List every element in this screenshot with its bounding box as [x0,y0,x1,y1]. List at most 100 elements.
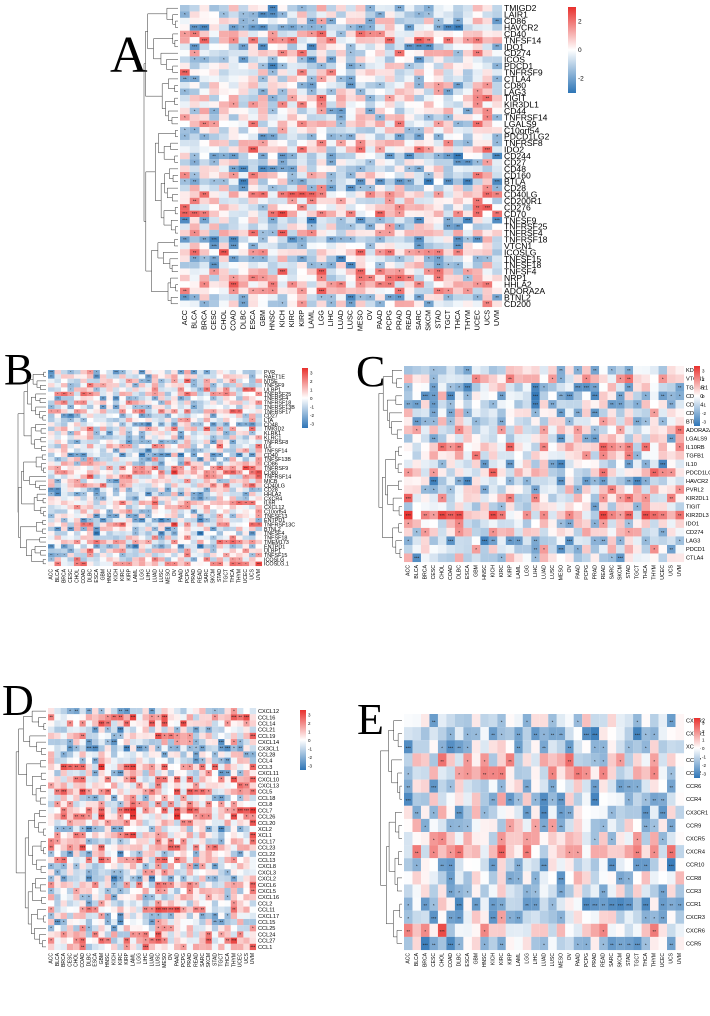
row-label: TMIGD2 [264,427,284,433]
heatmap-cell [190,509,198,514]
heatmap-cell [365,152,376,160]
heatmap-cell [238,204,249,211]
significance-mark: *** [457,513,463,518]
heatmap-cell [236,522,243,527]
heatmap-cell [384,120,395,128]
heatmap-cell [190,487,198,493]
heatmap-cell [565,391,574,401]
significance-mark: ** [238,422,241,426]
heatmap-cell [189,133,200,140]
heatmap-cell [203,500,211,506]
significance-mark: ** [349,134,353,139]
heatmap-cell [112,383,120,388]
significance-mark: ** [378,282,382,287]
heatmap-cell [404,229,415,237]
heatmap-cell [106,561,113,567]
heatmap-cell [258,165,268,173]
dendrogram-branch [163,146,175,160]
heatmap-cell [238,210,249,218]
significance-mark: * [350,51,352,56]
heatmap-cell [412,425,422,435]
heatmap-cell [394,146,405,153]
heatmap-cell [151,491,159,497]
significance-mark: ** [183,288,187,293]
heatmap-cell [492,94,503,102]
heatmap-cell [119,518,126,523]
heatmap-cell [138,544,146,549]
heatmap-cell [171,522,178,527]
heatmap-cell [189,217,200,224]
heatmap-cell [223,396,230,401]
heatmap-cell [394,114,405,121]
heatmap-cell [73,422,81,427]
significance-mark: ** [653,470,657,475]
heatmap-cell [355,37,366,44]
heatmap-cell [297,281,307,288]
heatmap-cell [420,519,430,528]
heatmap-cell [209,178,220,185]
heatmap-cell [471,374,481,384]
heatmap-cell [429,374,438,384]
significance-mark: ** [206,488,209,492]
heatmap-cell [443,94,454,102]
heatmap-cell [197,465,204,471]
heatmap-cell [180,146,190,153]
heatmap-cell [199,5,210,12]
significance-mark: * [407,539,409,544]
significance-mark: ** [456,224,460,229]
heatmap-cell [190,435,198,440]
heatmap-cell [54,483,62,488]
heatmap-cell [316,69,327,76]
heatmap-cell [658,502,668,511]
significance-mark: * [252,431,254,435]
significance-mark: * [679,487,681,492]
heatmap-cell [446,425,455,435]
heatmap-cell [316,281,327,288]
significance-mark: *** [592,411,598,416]
heatmap-cell [67,417,74,423]
significance-mark: ** [398,134,402,139]
heatmap-cell [180,236,190,243]
heatmap-cell [177,518,185,523]
heatmap-cell [171,552,178,558]
heatmap-cell [446,485,455,494]
heatmap-cell [641,468,651,477]
heatmap-cell [336,217,346,224]
heatmap-cell [443,300,454,308]
heatmap-cell [633,434,642,443]
heatmap-cell [216,396,224,401]
heatmap-cell [472,82,483,89]
heatmap-cell [223,531,230,536]
heatmap-cell [345,229,356,237]
significance-mark: *** [173,470,177,474]
significance-mark: ** [408,25,412,30]
heatmap-cell [132,461,139,466]
heatmap-cell [209,152,220,160]
heatmap-cell [443,165,454,173]
significance-mark: * [109,466,111,470]
significance-mark: * [577,428,579,433]
heatmap-cell [219,56,229,63]
heatmap-cell [60,522,68,527]
heatmap-cell [277,152,288,160]
heatmap-cell [336,37,346,44]
heatmap-cell [112,505,120,510]
heatmap-cell [423,204,434,211]
significance-mark: *** [250,483,254,487]
heatmap-cell [267,287,278,295]
heatmap-cell [236,539,243,545]
heatmap-cell [99,391,107,397]
heatmap-cell [306,24,317,31]
heatmap-cell [177,513,185,519]
heatmap-cell [446,493,455,503]
heatmap-cell [238,249,249,256]
significance-mark: * [252,288,254,293]
significance-mark: ** [245,501,248,505]
heatmap-cell [492,49,503,57]
significance-mark: * [180,418,182,422]
heatmap-cell [336,17,346,25]
heatmap-cell [145,387,152,392]
heatmap-cell [316,62,327,70]
heatmap-cell [277,101,288,108]
heatmap-cell [420,536,430,545]
